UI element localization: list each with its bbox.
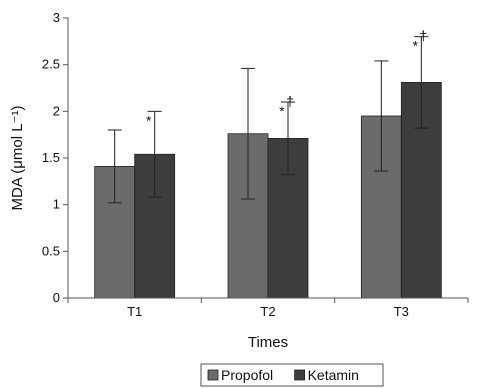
legend-swatch-propofol	[207, 369, 219, 381]
x-tick-label: T1	[127, 304, 142, 319]
y-tick-label: 0	[53, 290, 60, 305]
x-tick-label: T3	[394, 304, 409, 319]
y-tick-label: 3	[53, 10, 60, 25]
significance-asterisk: *	[146, 112, 152, 128]
legend-label-propofol: Propofol	[221, 367, 273, 383]
significance-markers: **†*†	[146, 28, 427, 129]
x-tick-label: T2	[260, 304, 275, 319]
y-tick-label: 2.5	[42, 57, 60, 72]
y-tick-label: 1	[53, 197, 60, 212]
x-axis-ticks: T1 T2 T3	[67, 298, 469, 319]
y-axis-title: MDA (μmol L⁻¹)	[9, 106, 26, 211]
significance-asterisk: *	[279, 103, 285, 119]
significance-dagger: †	[286, 93, 294, 109]
legend-label-ketamin: Ketamin	[308, 367, 359, 383]
y-tick-label: 1.5	[42, 150, 60, 165]
legend-box	[200, 363, 384, 387]
significance-dagger: †	[419, 28, 427, 44]
legend: Propofol Ketamin	[200, 363, 384, 387]
y-axis-ticks: 0 0.5 1 1.5 2 2.5 3	[42, 10, 68, 305]
y-tick-label: 0.5	[42, 243, 60, 258]
y-tick-label: 2	[53, 103, 60, 118]
error-bars	[107, 36, 429, 204]
x-axis-title: Times	[248, 334, 288, 351]
legend-swatch-ketamin	[294, 369, 306, 381]
significance-asterisk: *	[413, 38, 419, 54]
